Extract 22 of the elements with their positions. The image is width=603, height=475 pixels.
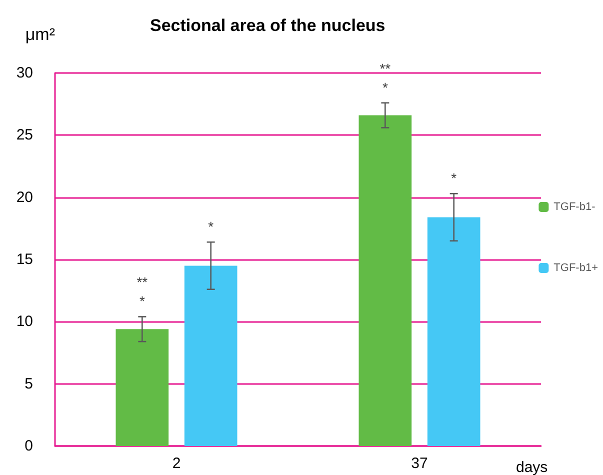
y-tick-label: 25 [16, 126, 33, 144]
annotation: * [208, 218, 214, 235]
annotation: ** * [136, 274, 148, 310]
y-tick-label: 30 [16, 64, 33, 82]
x-tick-label: 2 [172, 455, 181, 472]
y-tick-label: 0 [24, 438, 33, 454]
bar [116, 329, 169, 446]
chart-title: Sectional area of the nucleus [150, 16, 386, 35]
bar [184, 266, 238, 446]
y-tick-label: 15 [16, 251, 33, 268]
bar [358, 115, 412, 446]
x-axis-title: days [516, 459, 548, 475]
annotation: * [451, 170, 458, 186]
x-tick-label: 37 [411, 455, 428, 472]
bar [427, 217, 480, 446]
y-axis-title: μm² [25, 25, 56, 44]
y-tick-label: 10 [16, 313, 33, 330]
legend-label: TGF-b1+ [554, 262, 598, 274]
legend-label: TGF-b1- [554, 201, 596, 213]
annotation: ** * [380, 60, 392, 96]
y-tick-label: 5 [24, 375, 33, 392]
y-tick-label: 20 [16, 188, 33, 206]
